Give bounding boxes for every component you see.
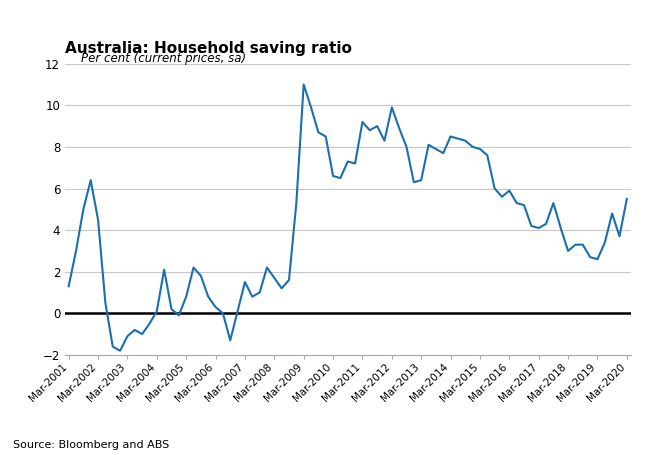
Text: Australia: Household saving ratio: Australia: Household saving ratio xyxy=(65,40,352,56)
Text: Per cent (current prices, sa): Per cent (current prices, sa) xyxy=(81,52,246,66)
Text: Source: Bloomberg and ABS: Source: Bloomberg and ABS xyxy=(13,440,169,450)
